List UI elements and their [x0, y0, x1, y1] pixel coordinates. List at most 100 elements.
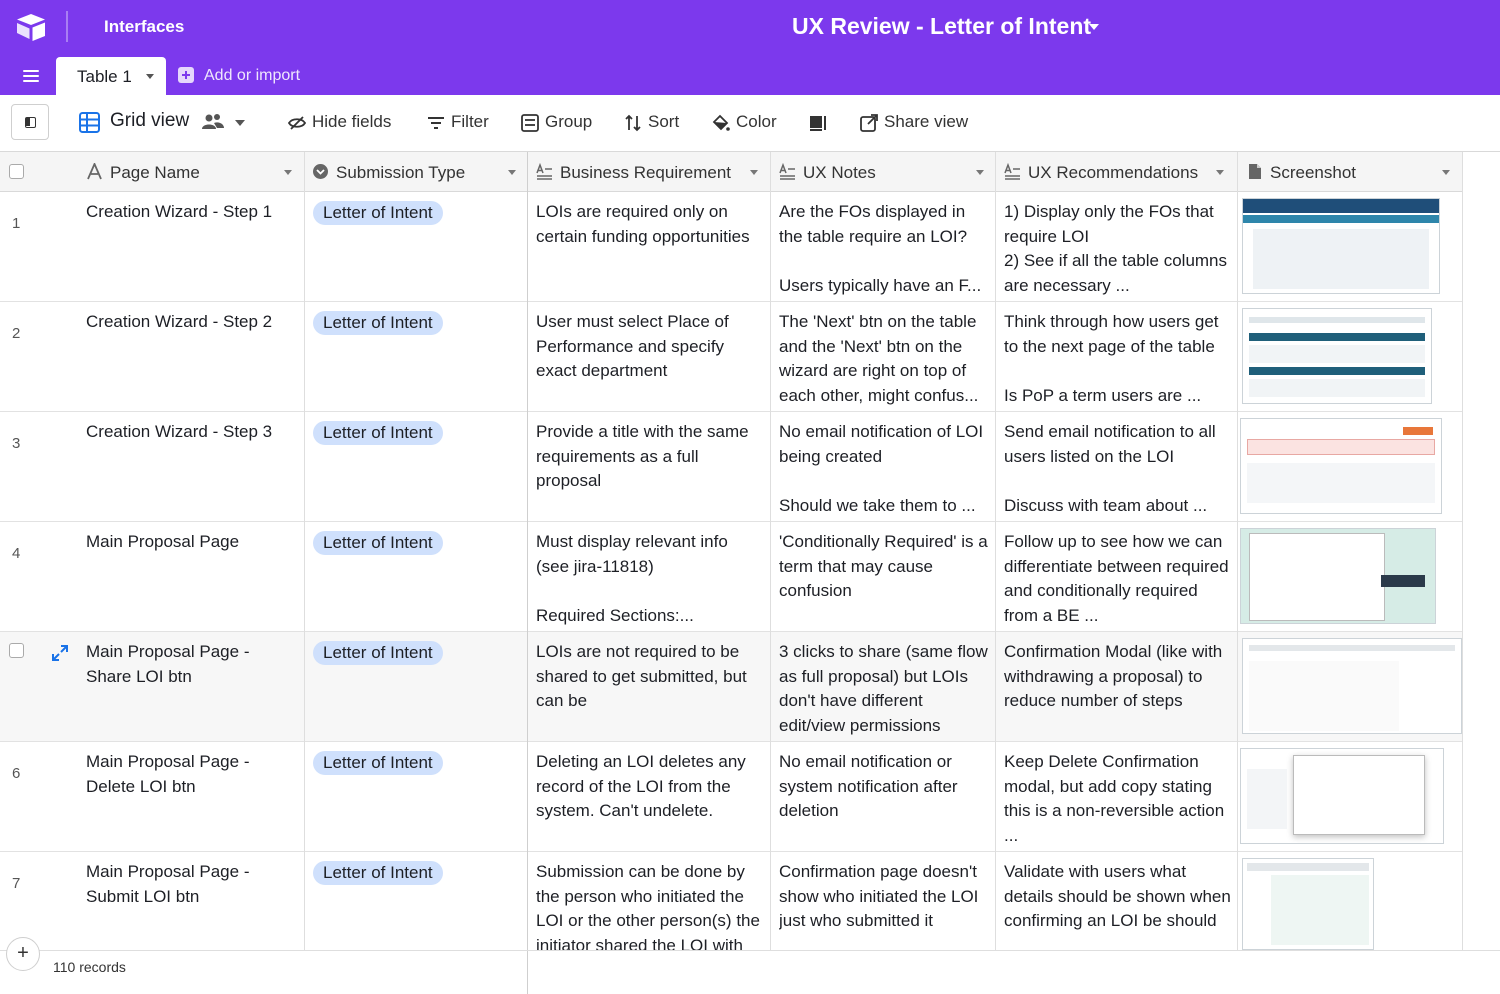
screenshot-thumbnail[interactable]	[1240, 528, 1436, 624]
ux-notes-cell[interactable]: No email notification or system notifica…	[779, 752, 958, 820]
table-row[interactable]: Main Proposal Page - Share LOI btn Lette…	[0, 632, 1462, 742]
screenshot-thumbnail[interactable]	[1240, 418, 1442, 514]
expand-record-icon[interactable]	[51, 644, 69, 662]
screenshot-thumbnail[interactable]	[1242, 858, 1374, 950]
submission-type-pill[interactable]: Letter of Intent	[313, 531, 443, 555]
select-all-checkbox[interactable]	[9, 164, 24, 179]
ux-recommendations-cell[interactable]: Follow up to see how we can differentiat…	[1004, 532, 1229, 625]
ux-recommendations-cell[interactable]: Send email notification to all users lis…	[1004, 422, 1216, 515]
page-name-cell[interactable]: Creation Wizard - Step 2	[86, 312, 273, 331]
ux-recommendations-cell[interactable]: Keep Delete Confirmation modal, but add …	[1004, 752, 1225, 845]
chevron-down-icon[interactable]	[750, 170, 758, 175]
table-row[interactable]: 2 Creation Wizard - Step 2 Letter of Int…	[0, 302, 1462, 412]
column-header-submission-type[interactable]: Submission Type	[312, 152, 522, 192]
chevron-down-icon[interactable]	[146, 74, 154, 79]
business-requirement-cell[interactable]: Must display relevant info (see jira-118…	[536, 532, 728, 625]
group-label: Group	[545, 112, 593, 131]
business-requirement-cell[interactable]: Submission can be done by the person who…	[536, 862, 760, 950]
table-row[interactable]: 7 Main Proposal Page - Submit LOI btn Le…	[0, 852, 1462, 950]
page-name-cell[interactable]: Main Proposal Page	[86, 532, 240, 551]
screenshot-thumbnail[interactable]	[1242, 198, 1440, 294]
business-requirement-cell[interactable]: LOIs are not required to be shared to ge…	[536, 642, 747, 710]
business-requirement-cell[interactable]: User must select Place of Performance an…	[536, 312, 729, 380]
share-view-label: Share view	[884, 112, 969, 131]
chevron-down-icon[interactable]	[284, 170, 292, 175]
ux-recommendations-cell[interactable]: Confirmation Modal (like with withdrawin…	[1004, 642, 1223, 710]
view-name: Grid view	[110, 110, 190, 131]
app-header: Interfaces UX Review - Letter of Intent	[0, 0, 1500, 54]
page-name-cell[interactable]: Creation Wizard - Step 3	[86, 422, 273, 441]
add-record-button[interactable]: +	[6, 937, 40, 971]
base-title[interactable]: UX Review - Letter of Intent	[792, 13, 1092, 39]
business-requirement-cell[interactable]: Provide a title with the same requiremen…	[536, 422, 749, 490]
ux-recommendations-cell[interactable]: Validate with users what details should …	[1004, 862, 1231, 930]
table-tab-bar: Table 1 Add or import	[0, 54, 1500, 95]
header-divider	[66, 11, 68, 42]
row-height-button[interactable]	[809, 112, 829, 134]
chevron-down-icon[interactable]	[1216, 170, 1224, 175]
screenshot-thumbnail[interactable]	[1242, 308, 1432, 404]
submission-type-pill[interactable]: Letter of Intent	[313, 751, 443, 775]
column-label: UX Recommendations	[1028, 163, 1199, 182]
screenshot-thumbnail[interactable]	[1240, 748, 1444, 844]
sort-icon	[625, 114, 641, 132]
page-name-cell[interactable]: Main Proposal Page - Delete LOI btn	[86, 752, 250, 796]
submission-type-pill[interactable]: Letter of Intent	[313, 641, 443, 665]
tab-table-1[interactable]: Table 1	[56, 57, 166, 95]
filter-label: Filter	[451, 112, 489, 131]
row-number: 6	[12, 765, 21, 782]
screenshot-thumbnail[interactable]	[1242, 638, 1462, 734]
share-icon	[860, 114, 878, 132]
sidebar-toggle-button[interactable]	[11, 104, 49, 140]
attachment-file-icon	[1249, 164, 1261, 179]
submission-type-pill[interactable]: Letter of Intent	[313, 311, 443, 335]
business-requirement-cell[interactable]: Deleting an LOI deletes any record of th…	[536, 752, 746, 820]
column-divider	[527, 152, 528, 950]
chevron-down-icon[interactable]	[1089, 24, 1099, 30]
row-checkbox[interactable]	[9, 643, 24, 658]
page-name-cell[interactable]: Main Proposal Page - Share LOI btn	[86, 642, 250, 686]
chevron-down-icon	[235, 120, 245, 126]
grid-icon	[79, 112, 100, 133]
add-import-label: Add or import	[204, 67, 301, 84]
chevron-down-icon[interactable]	[508, 170, 516, 175]
column-label: Business Requirement	[560, 163, 732, 182]
eye-slash-icon	[288, 116, 306, 130]
column-label: UX Notes	[803, 163, 876, 182]
column-divider	[770, 152, 771, 950]
submission-type-pill[interactable]: Letter of Intent	[313, 201, 443, 225]
column-header-business-requirement[interactable]: Business Requirement	[536, 152, 764, 192]
table-row[interactable]: 6 Main Proposal Page - Delete LOI btn Le…	[0, 742, 1462, 852]
page-name-cell[interactable]: Creation Wizard - Step 1	[86, 202, 273, 221]
column-header-ux-notes[interactable]: UX Notes	[779, 152, 989, 192]
airtable-logo-icon[interactable]	[14, 12, 48, 42]
ux-notes-cell[interactable]: No email notification of LOI being creat…	[779, 422, 984, 515]
row-number: 1	[12, 215, 21, 232]
tab-label: Table 1	[77, 67, 132, 86]
submission-type-pill[interactable]: Letter of Intent	[313, 421, 443, 445]
ux-recommendations-cell[interactable]: 1) Display only the FOs that require LOI…	[1004, 202, 1228, 295]
interfaces-link[interactable]: Interfaces	[104, 17, 185, 36]
table-row[interactable]: 1 Creation Wizard - Step 1 Letter of Int…	[0, 192, 1462, 302]
ux-notes-cell[interactable]: The 'Next' btn on the table and the 'Nex…	[779, 312, 979, 405]
long-text-icon	[779, 163, 795, 180]
table-row[interactable]: 4 Main Proposal Page Letter of Intent Mu…	[0, 522, 1462, 632]
long-text-icon	[1004, 163, 1020, 180]
chevron-down-icon[interactable]	[976, 170, 984, 175]
long-text-icon	[536, 163, 552, 180]
submission-type-pill[interactable]: Letter of Intent	[313, 861, 443, 885]
table-row[interactable]: 3 Creation Wizard - Step 3 Letter of Int…	[0, 412, 1462, 522]
sidebar-icon	[25, 117, 36, 128]
ux-notes-cell[interactable]: 3 clicks to share (same flow as full pro…	[779, 642, 988, 735]
business-requirement-cell[interactable]: LOIs are required only on certain fundin…	[536, 202, 750, 246]
menu-icon[interactable]	[23, 70, 39, 82]
column-header-screenshot[interactable]: Screenshot	[1246, 152, 1456, 192]
column-header-page-name[interactable]: Page Name	[86, 152, 296, 192]
ux-notes-cell[interactable]: 'Conditionally Required' is a term that …	[779, 532, 988, 600]
ux-recommendations-cell[interactable]: Think through how users get to the next …	[1004, 312, 1219, 405]
ux-notes-cell[interactable]: Confirmation page doesn't show who initi…	[779, 862, 979, 930]
page-name-cell[interactable]: Main Proposal Page - Submit LOI btn	[86, 862, 250, 906]
chevron-down-icon[interactable]	[1442, 170, 1450, 175]
column-header-ux-recommendations[interactable]: UX Recommendations	[1004, 152, 1232, 192]
ux-notes-cell[interactable]: Are the FOs displayed in the table requi…	[779, 202, 982, 295]
